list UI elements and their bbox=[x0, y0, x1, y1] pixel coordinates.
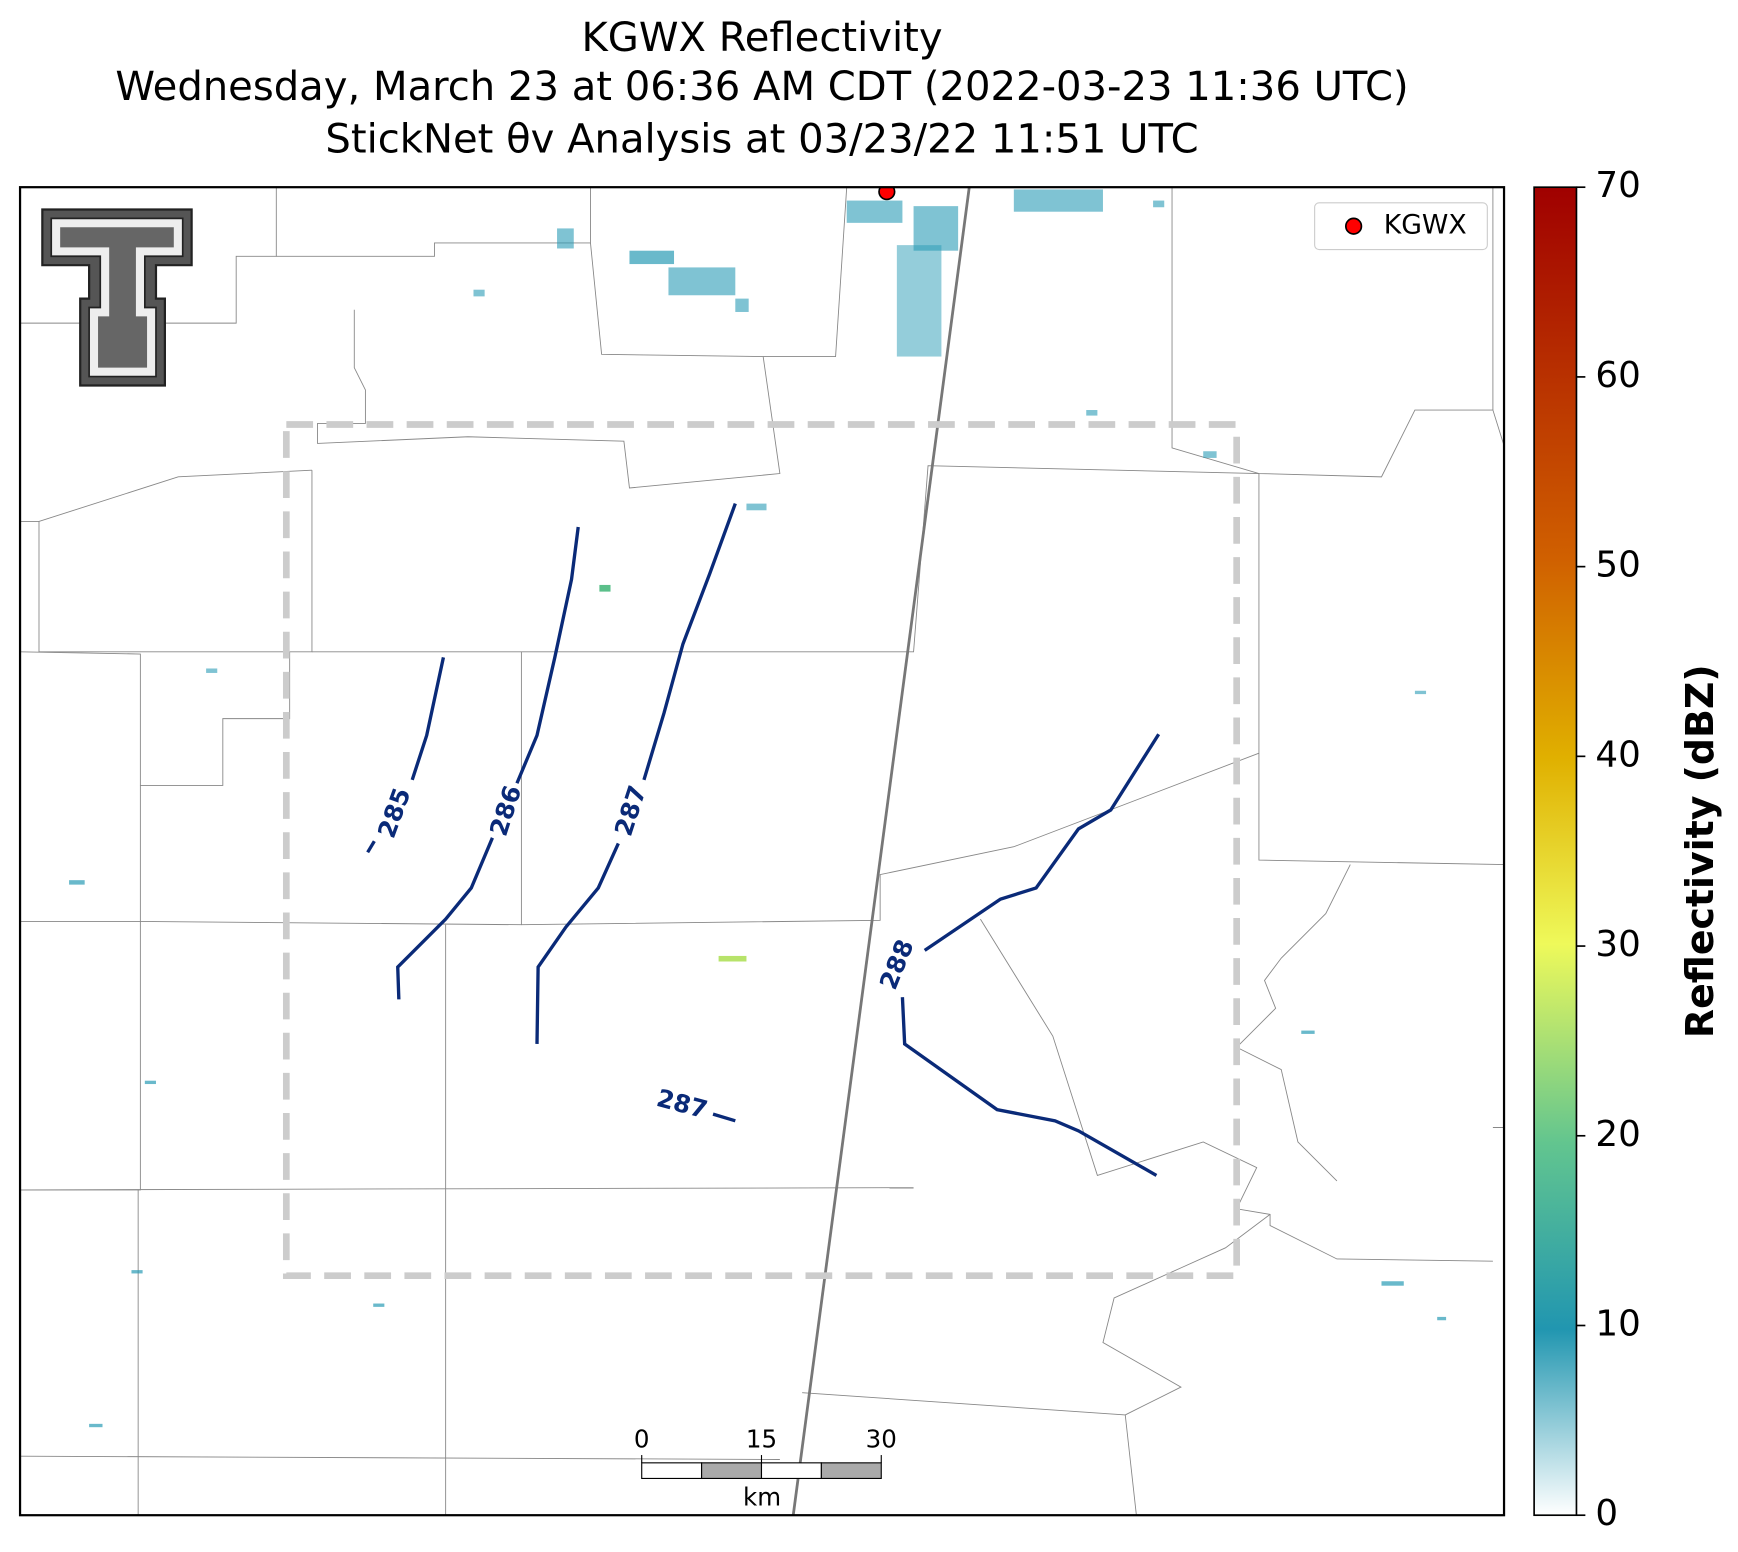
legend-box bbox=[1314, 202, 1488, 251]
contours: 285 286 287 288 287 bbox=[366, 503, 1161, 1177]
scale-tick-label: 15 bbox=[746, 1425, 777, 1454]
contour-line bbox=[410, 656, 446, 781]
colorbar-ticks: 0 10 20 30 40 50 60 70 bbox=[1576, 165, 1641, 1534]
county-lines bbox=[20, 187, 1505, 1516]
ttu-logo bbox=[41, 208, 193, 387]
colorbar-tick-label: 30 bbox=[1595, 924, 1640, 965]
legend-marker bbox=[1345, 217, 1363, 235]
contour-line bbox=[712, 1112, 736, 1123]
scale-segment bbox=[641, 1462, 703, 1479]
scale-segment bbox=[820, 1462, 882, 1479]
colorbar-tick-label: 70 bbox=[1595, 165, 1640, 206]
contour-label: 285 bbox=[372, 784, 417, 842]
radar-echo bbox=[599, 584, 611, 592]
colorbar-tick-label: 40 bbox=[1595, 734, 1640, 775]
contour-line bbox=[515, 526, 580, 784]
title-line: KGWX Reflectivity bbox=[581, 15, 942, 61]
radar-echo bbox=[718, 955, 747, 962]
contour-label: 287 bbox=[654, 1083, 711, 1124]
colorbar-tick-label: 0 bbox=[1595, 1493, 1618, 1534]
map-frame bbox=[18, 186, 1506, 1517]
title-line: StickNet θv Analysis at 03/23/22 11:51 U… bbox=[325, 117, 1198, 163]
colorbar-tick-label: 20 bbox=[1595, 1114, 1640, 1155]
colorbar-label: Reflectivity (dBZ) bbox=[1678, 664, 1722, 1038]
colorbar-tick-label: 10 bbox=[1595, 1303, 1640, 1344]
scale-segment bbox=[701, 1462, 763, 1479]
radar-beam-line bbox=[791, 187, 971, 1516]
contour-label: 286 bbox=[484, 782, 527, 840]
title-line: Wednesday, March 23 at 06:36 AM CDT (202… bbox=[115, 64, 1408, 110]
contour-line bbox=[535, 842, 620, 1044]
radar-echoes bbox=[69, 189, 1447, 1428]
radar-site bbox=[878, 187, 896, 201]
contour-line bbox=[366, 840, 376, 854]
scale-bar: 0 15 30 km bbox=[634, 1425, 897, 1512]
analysis-domain bbox=[282, 421, 1240, 1280]
contour-label: 288 bbox=[874, 935, 920, 993]
scale-tick-label: 30 bbox=[866, 1425, 897, 1454]
scale-tick-label: 0 bbox=[634, 1425, 650, 1454]
legend-label: KGWX bbox=[1384, 210, 1467, 241]
contour-line bbox=[642, 503, 737, 781]
colorbar-tick-label: 50 bbox=[1595, 545, 1640, 586]
colorbar bbox=[1533, 186, 1578, 1517]
contour-line bbox=[900, 997, 1158, 1177]
scale-unit: km bbox=[743, 1482, 781, 1511]
legend: KGWX bbox=[1314, 202, 1488, 251]
contour-line bbox=[923, 733, 1161, 952]
colorbar-tick-label: 60 bbox=[1595, 355, 1640, 396]
contour-label: 287 bbox=[609, 782, 652, 840]
map-area: 285 286 287 288 287 bbox=[20, 187, 1505, 1516]
scale-segment bbox=[760, 1462, 822, 1479]
contour-line bbox=[396, 837, 494, 1000]
